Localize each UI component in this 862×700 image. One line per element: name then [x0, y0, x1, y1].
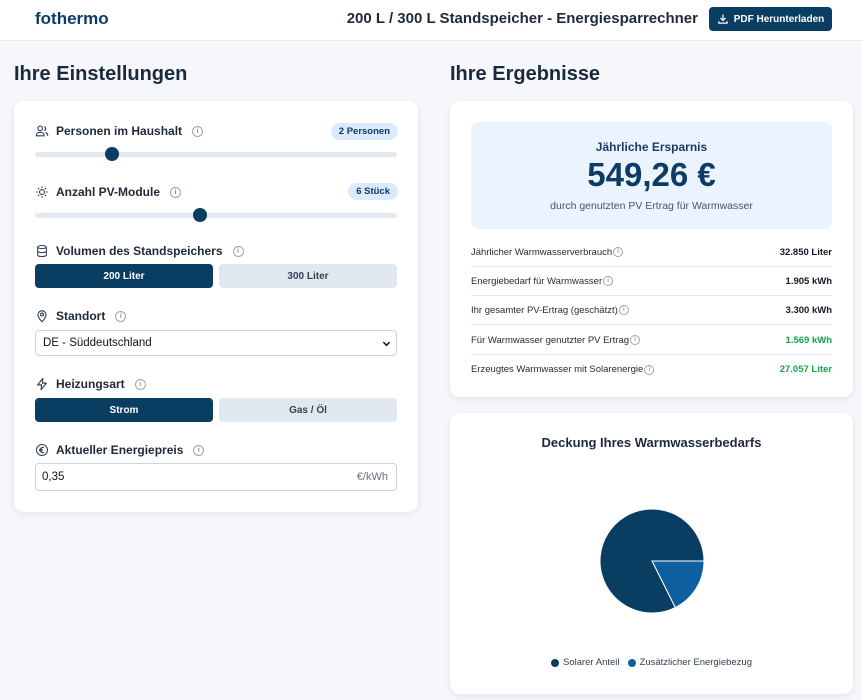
info-icon[interactable]: i [644, 364, 655, 375]
result-label: Erzeugtes Warmwasser mit Solarenergie [471, 364, 644, 375]
chart-legend: Solarer Anteil Zusätzlicher Energiebezug [450, 657, 853, 668]
info-icon[interactable]: i [115, 310, 127, 322]
volume-label-row: Volumen des Standspeichers i [35, 244, 244, 258]
coverage-card: Deckung Ihres Warmwasserbedarfs Solarer … [450, 413, 853, 694]
info-icon[interactable]: i [192, 125, 204, 137]
top-bar: fothermo 200 L / 300 L Standspeicher - E… [0, 0, 862, 41]
result-label: Für Warmwasser genutzter PV Ertrag [471, 334, 630, 346]
persons-slider-handle[interactable] [104, 147, 119, 161]
legend-label-additional: Zusätzlicher Energiebezug [639, 657, 752, 668]
volume-300-button[interactable]: 300 Liter [219, 264, 397, 288]
info-icon[interactable]: i [613, 247, 624, 257]
energy-price-input[interactable]: 0,35 €/kWh [35, 463, 397, 491]
legend-item-solar[interactable]: Solarer Anteil [551, 657, 620, 668]
savings-subtitle: durch genutzten PV Ertrag für Warmwasser [550, 200, 753, 212]
cylinder-icon [37, 244, 47, 258]
result-row: Energiebedarf für Warmwasser i 1.905 kWh [471, 267, 832, 296]
lightning-icon [37, 377, 47, 391]
legend-label-solar: Solarer Anteil [563, 657, 620, 668]
result-value: 32.850 Liter [779, 246, 832, 258]
result-row: Ihr gesamter PV-Ertrag (geschätzt) i 3.30… [471, 296, 832, 325]
location-label: Standort [56, 309, 106, 323]
pv-modules-slider-handle[interactable] [193, 208, 208, 222]
heating-strom-button[interactable]: Strom [35, 398, 213, 422]
legend-dot-solar [551, 658, 559, 667]
persons-label-row: Personen im Haushalt i [35, 124, 204, 138]
persons-slider[interactable] [35, 147, 397, 161]
map-pin-icon [37, 310, 47, 323]
app-title: 200 L / 300 L Standspeicher - Energiespa… [346, 10, 698, 27]
coverage-chart-title: Deckung Ihres Warmwasserbedarfs [541, 435, 762, 450]
brand-logo[interactable]: fothermo [35, 9, 109, 28]
info-icon[interactable]: i [193, 444, 205, 456]
location-select[interactable]: DE - Süddeutschland [35, 330, 397, 356]
energy-price-value: 0,35 [42, 471, 65, 483]
settings-card: Personen im Haushalt i 2 Personen Anzahl… [14, 101, 418, 512]
heating-gas-button[interactable]: Gas / Öl [219, 398, 397, 422]
pv-modules-label-row: Anzahl PV-Module i [35, 185, 182, 199]
savings-amount: 549,26 € [587, 156, 716, 193]
result-value: 3.300 kWh [785, 304, 832, 316]
info-icon[interactable]: i [630, 335, 641, 345]
info-icon[interactable]: i [618, 305, 629, 315]
euro-icon [35, 443, 49, 457]
coverage-pie-chart [599, 508, 705, 614]
info-icon[interactable]: i [170, 186, 182, 198]
result-row: Für Warmwasser genutzter PV Ertrag i 1.56… [471, 326, 832, 355]
result-label: Jährlicher Warmwasserverbrauch [471, 246, 613, 258]
location-select-value: DE - Süddeutschland [43, 337, 152, 349]
pv-modules-label: Anzahl PV-Module [56, 185, 161, 199]
price-label: Aktueller Energiepreis [56, 443, 184, 457]
pv-modules-slider[interactable] [35, 208, 397, 222]
result-label: Energiebedarf für Warmwasser [471, 275, 603, 287]
results-card: Jährliche Ersparnis 549,26 € durch genut… [450, 101, 853, 397]
energy-price-unit: €/kWh [356, 471, 388, 483]
result-row: Erzeugtes Warmwasser mit Solarenergie i 2… [471, 355, 832, 384]
legend-item-additional[interactable]: Zusätzlicher Energiebezug [627, 657, 752, 668]
location-label-row: Standort i [35, 309, 127, 323]
savings-title: Jährliche Ersparnis [595, 140, 708, 154]
info-icon[interactable]: i [134, 378, 146, 390]
legend-dot-additional [627, 658, 636, 667]
volume-200-button[interactable]: 200 Liter [35, 264, 213, 288]
results-heading: Ihre Ergebnisse [450, 63, 601, 85]
result-value: 1.569 kWh [785, 334, 832, 346]
sun-icon [36, 186, 48, 198]
info-icon[interactable]: i [232, 245, 244, 257]
info-icon[interactable]: i [603, 276, 614, 286]
persons-label: Personen im Haushalt [56, 124, 183, 138]
result-label: Ihr gesamter PV-Ertrag (geschätzt) [471, 304, 618, 316]
heating-label: Heizungsart [56, 377, 125, 391]
pdf-download-button[interactable]: PDF Herunterladen [709, 7, 832, 31]
pie-slice-additional[interactable] [651, 560, 705, 609]
persons-badge: 2 Personen [330, 123, 398, 140]
settings-heading: Ihre Einstellungen [14, 63, 188, 85]
pdf-download-label: PDF Herunterladen [733, 13, 825, 25]
result-value: 27.057 Liter [779, 364, 832, 375]
volume-label: Volumen des Standspeichers [56, 244, 223, 258]
users-icon [35, 125, 49, 137]
result-row: Jährlicher Warmwasserverbrauch i 32.850 L… [471, 238, 832, 267]
download-icon [717, 14, 728, 24]
price-label-row: Aktueller Energiepreis i [35, 443, 205, 457]
pie-slice-solar[interactable] [599, 508, 705, 614]
chevron-down-icon [382, 341, 391, 347]
result-value: 1.905 kWh [785, 275, 832, 287]
pv-modules-badge: 6 Stück [348, 183, 398, 200]
heating-label-row: Heizungsart i [35, 377, 146, 391]
savings-box: Jährliche Ersparnis 549,26 € durch genut… [471, 122, 832, 229]
